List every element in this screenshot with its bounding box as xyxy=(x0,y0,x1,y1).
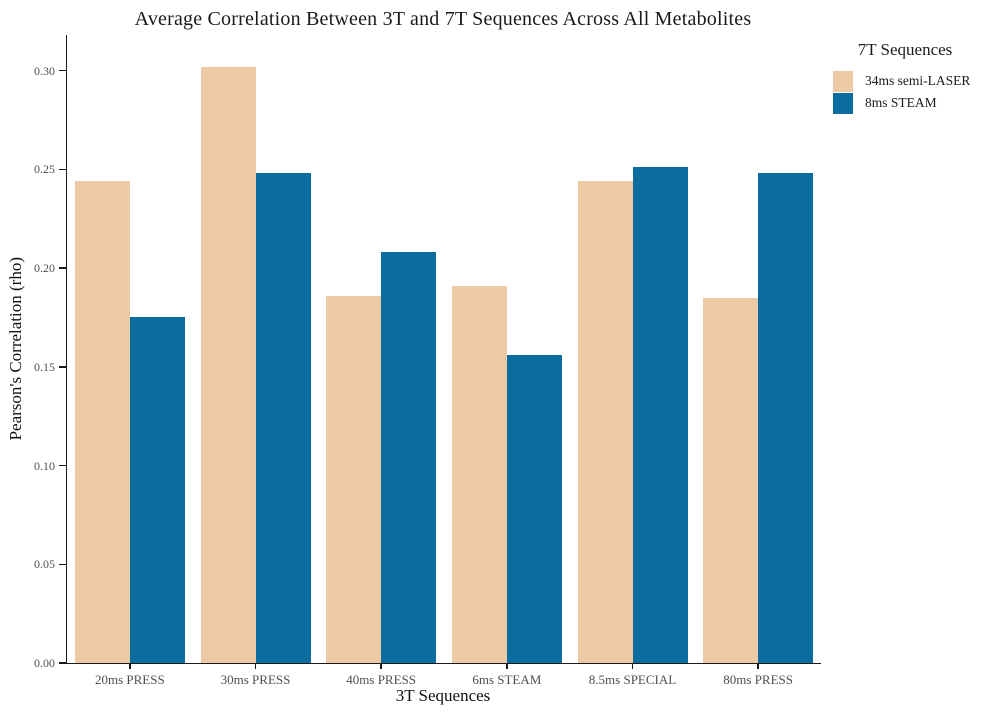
x-tick-label-8-5ms-special: 8.5ms SPECIAL xyxy=(588,672,677,687)
y-tick-label: 0.10 xyxy=(34,458,55,473)
bar-8ms-steam-20ms-press xyxy=(129,317,185,663)
plot-panel: 0.00 0.05 0.10 0.15 0.20 0.25 0.30 20ms PRESS 30… xyxy=(34,35,821,687)
y-tick-label: 0.00 xyxy=(34,656,55,670)
x-tick-mark xyxy=(380,663,382,669)
x-tick-mark xyxy=(129,663,131,669)
bar-34ms-semi-laser-30ms-press xyxy=(200,67,256,663)
bar-34ms-semi-laser-6ms-steam xyxy=(451,286,507,663)
x-tick-label-40ms-press: 40ms PRESS xyxy=(346,672,417,687)
legend-items: 34ms semi-LASER 8ms STEAM xyxy=(833,70,977,114)
bar-8ms-steam-80ms-press xyxy=(758,173,814,663)
y-tick-mark xyxy=(58,563,66,565)
bar-8ms-steam-40ms-press xyxy=(381,252,437,663)
y-tick-mark xyxy=(58,464,66,467)
bar-34ms-semi-laser-20ms-press xyxy=(74,181,130,663)
x-tick-mark xyxy=(254,663,257,669)
legend-swatch-icon xyxy=(833,70,853,92)
bar-34ms-semi-laser-80ms-press xyxy=(703,298,759,663)
bar-8ms-steam-6ms-steam xyxy=(506,355,562,663)
chart-title: Average Correlation Between 3T and 7T Se… xyxy=(134,8,752,30)
x-axis-title: 3T Sequences xyxy=(395,686,491,705)
x-tick-mark xyxy=(757,663,759,669)
y-tick-mark xyxy=(58,267,66,269)
y-tick-mark xyxy=(58,662,66,664)
bar-34ms-semi-laser-40ms-press xyxy=(326,296,382,663)
legend: 7T Sequences 34ms semi-LASER 8ms STEAM xyxy=(833,40,977,114)
y-tick-label: 0.30 xyxy=(34,63,55,78)
legend-item-34ms-semi-laser: 34ms semi-LASER xyxy=(833,70,977,92)
legend-label: 8ms STEAM xyxy=(865,95,937,110)
y-tick-label: 0.25 xyxy=(34,162,55,177)
legend-item-8ms-steam: 8ms STEAM xyxy=(833,92,977,114)
y-tick-mark xyxy=(58,69,66,72)
y-tick-label: 0.20 xyxy=(34,261,55,276)
bar-8ms-steam-8-5ms-special xyxy=(632,167,688,663)
y-tick-mark xyxy=(58,168,66,171)
x-tick-label-80ms-press: 80ms PRESS xyxy=(723,672,794,687)
y-tick-label: 0.05 xyxy=(34,557,55,572)
x-tick-mark xyxy=(506,663,508,669)
bar-34ms-semi-laser-8-5ms-special xyxy=(577,181,633,663)
x-tick-label-30ms-press: 30ms PRESS xyxy=(220,672,291,687)
y-axis-title-text: Pearson's Correlation (rho) xyxy=(6,257,25,441)
bar-8ms-steam-30ms-press xyxy=(255,173,311,663)
x-tick-label-20ms-press: 20ms PRESS xyxy=(94,672,165,687)
y-tick-label: 0.15 xyxy=(34,359,55,374)
legend-label: 34ms semi-LASER xyxy=(865,73,971,88)
legend-title: 7T Sequences xyxy=(857,40,953,59)
x-tick-label-6ms-steam: 6ms STEAM xyxy=(472,672,542,687)
x-tick-mark xyxy=(631,663,634,669)
y-tick-mark xyxy=(58,366,66,368)
legend-swatch-icon xyxy=(833,92,853,114)
